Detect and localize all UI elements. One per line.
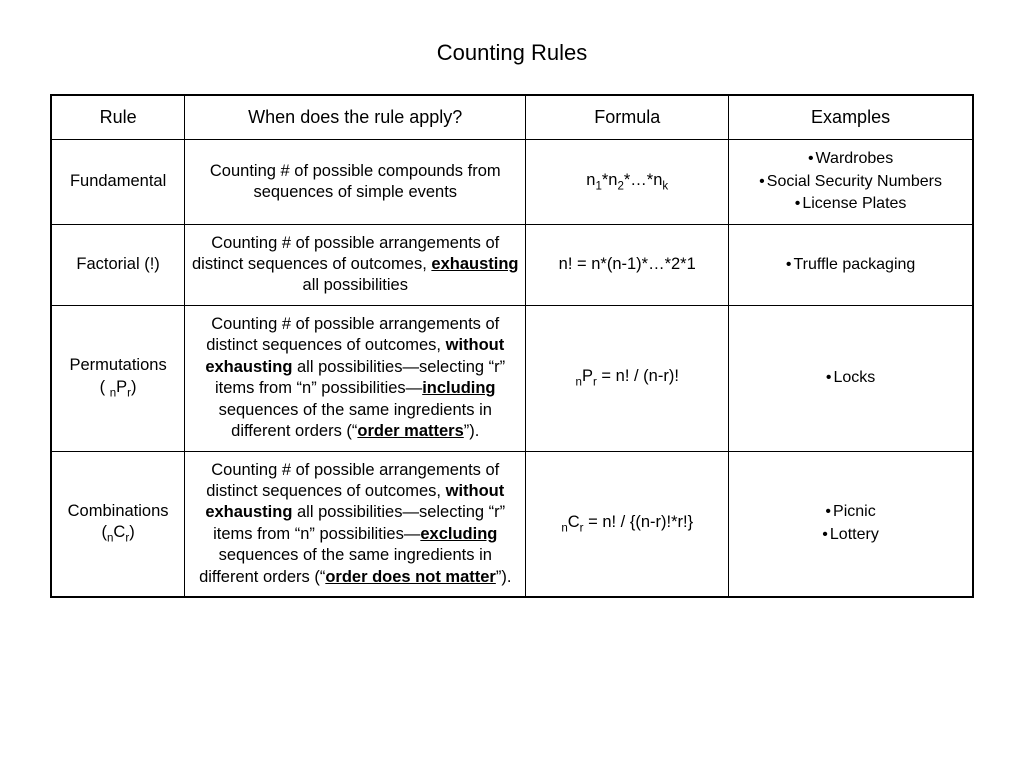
table-row: Combinations(nCr)Counting # of possible … bbox=[51, 451, 973, 597]
cell-formula: nPr = n! / (n-r)! bbox=[526, 305, 729, 451]
cell-rule: Permutations( nPr) bbox=[51, 305, 185, 451]
page: Counting Rules Rule When does the rule a… bbox=[0, 0, 1024, 598]
cell-rule: Fundamental bbox=[51, 140, 185, 224]
cell-formula: n1*n2*…*nk bbox=[526, 140, 729, 224]
col-rule: Rule bbox=[51, 95, 185, 140]
col-formula: Formula bbox=[526, 95, 729, 140]
cell-formula: n! = n*(n-1)*…*2*1 bbox=[526, 224, 729, 305]
col-examples: Examples bbox=[729, 95, 973, 140]
page-title: Counting Rules bbox=[50, 40, 974, 66]
col-when: When does the rule apply? bbox=[185, 95, 526, 140]
cell-examples: WardrobesSocial Security NumbersLicense … bbox=[729, 140, 973, 224]
example-item: Social Security Numbers bbox=[735, 171, 966, 193]
table-row: Permutations( nPr)Counting # of possible… bbox=[51, 305, 973, 451]
cell-examples: Locks bbox=[729, 305, 973, 451]
example-item: Lottery bbox=[735, 524, 966, 546]
cell-rule: Factorial (!) bbox=[51, 224, 185, 305]
cell-when: Counting # of possible arrangements of d… bbox=[185, 224, 526, 305]
cell-examples: PicnicLottery bbox=[729, 451, 973, 597]
example-item: Truffle packaging bbox=[735, 254, 966, 276]
cell-when: Counting # of possible arrangements of d… bbox=[185, 451, 526, 597]
example-item: Wardrobes bbox=[735, 148, 966, 170]
cell-when: Counting # of possible arrangements of d… bbox=[185, 305, 526, 451]
table-header-row: Rule When does the rule apply? Formula E… bbox=[51, 95, 973, 140]
example-item: Picnic bbox=[735, 501, 966, 523]
table-row: Factorial (!)Counting # of possible arra… bbox=[51, 224, 973, 305]
cell-formula: nCr = n! / {(n-r)!*r!} bbox=[526, 451, 729, 597]
cell-examples: Truffle packaging bbox=[729, 224, 973, 305]
cell-rule: Combinations(nCr) bbox=[51, 451, 185, 597]
example-item: License Plates bbox=[735, 193, 966, 215]
cell-when: Counting # of possible compounds from se… bbox=[185, 140, 526, 224]
counting-rules-table: Rule When does the rule apply? Formula E… bbox=[50, 94, 974, 598]
table-row: FundamentalCounting # of possible compou… bbox=[51, 140, 973, 224]
table-body: FundamentalCounting # of possible compou… bbox=[51, 140, 973, 597]
example-item: Locks bbox=[735, 367, 966, 389]
